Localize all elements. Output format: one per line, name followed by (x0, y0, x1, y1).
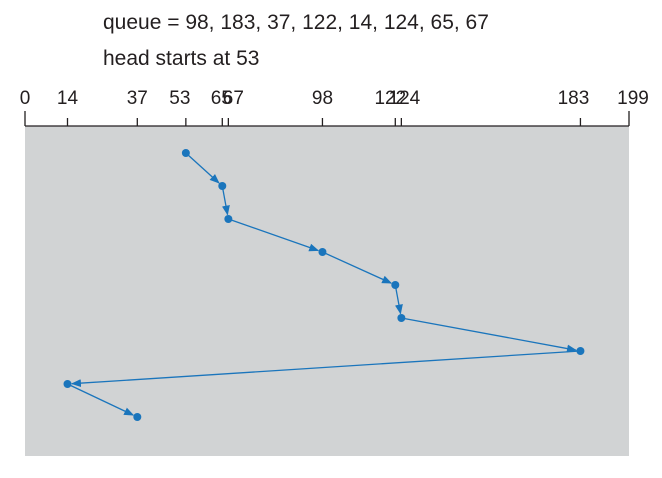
movement-segment (221, 185, 230, 216)
axis-tick-label: 65 (211, 88, 232, 109)
movement-segment (67, 383, 135, 416)
movement-segment (401, 317, 577, 353)
request-point (397, 314, 406, 322)
movement-segment (394, 284, 403, 315)
axis-tick-label: 67 (223, 88, 244, 109)
movement-segment (70, 350, 581, 388)
track-panel (25, 126, 629, 456)
axis-tick-label: 122 (374, 88, 406, 109)
axis-tick-label: 98 (312, 88, 333, 109)
request-point (63, 380, 72, 388)
movement-segment (185, 152, 220, 184)
axis-tick-label: 124 (389, 88, 421, 109)
request-point (224, 215, 233, 223)
queue-caption: queue = 98, 183, 37, 122, 14, 124, 65, 6… (103, 11, 489, 34)
request-point (218, 182, 227, 190)
axis-tick-label: 0 (20, 88, 31, 109)
axis-tick-label: 37 (127, 88, 148, 109)
request-point (181, 149, 190, 157)
head-movement-path (63, 149, 585, 421)
movement-segment (322, 251, 393, 284)
axis-tick-label: 183 (558, 88, 590, 109)
request-point (133, 413, 142, 421)
request-point (391, 281, 400, 289)
movement-segment (228, 218, 320, 252)
axis-tick-label: 53 (169, 88, 190, 109)
head-start-caption: head starts at 53 (103, 47, 260, 70)
request-point (576, 347, 585, 355)
axis-tick-label: 199 (617, 88, 649, 109)
request-point (318, 248, 327, 256)
axis-tick-label: 14 (57, 88, 79, 109)
